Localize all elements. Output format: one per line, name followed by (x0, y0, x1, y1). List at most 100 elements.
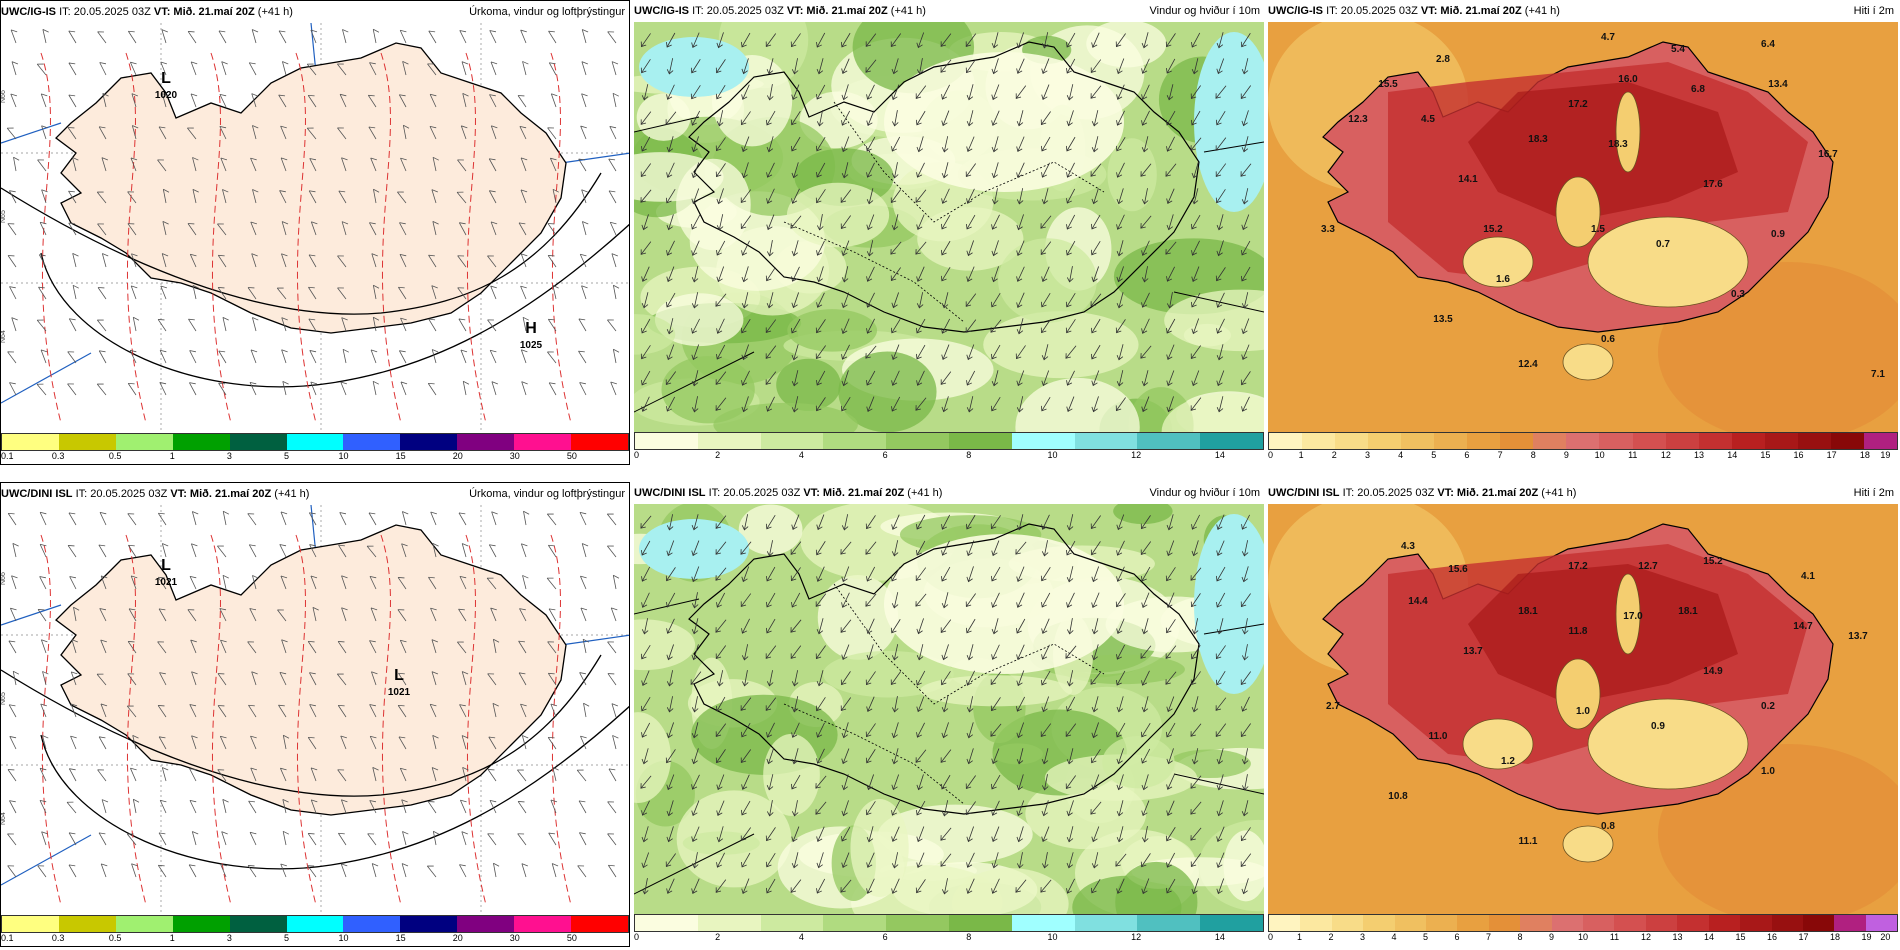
model-name: UWC/DINI ISL (1268, 487, 1340, 499)
legend-swatch (1698, 433, 1732, 449)
map-svg: L 1020 H 1025 N66 N65 N64 (1, 23, 629, 433)
legend-tick-label: 15 (395, 451, 406, 461)
temperature-value-label: 15.5 (1378, 79, 1398, 90)
legend-tick-label: 9 (1563, 450, 1569, 460)
legend-swatch (343, 916, 401, 932)
legend-tick-label: 3 (226, 933, 232, 943)
legend-swatch (571, 434, 628, 450)
legend-swatch (1137, 433, 1201, 449)
temperature-value-label: 0.8 (1601, 821, 1615, 832)
legend-tick-label: 2 (1331, 450, 1337, 460)
panel-header: UWC/DINI ISL IT: 20.05.2025 03Z VT: Mið.… (1268, 482, 1898, 504)
legend-swatch (115, 434, 173, 450)
legend-swatch (635, 915, 698, 931)
temperature-value-label: 15.2 (1483, 224, 1503, 235)
temperature-value-label: 6.4 (1761, 39, 1775, 50)
temperature-value-label: 16.7 (1818, 149, 1838, 160)
legend-swatch (286, 916, 344, 932)
legend-swatch (1797, 433, 1831, 449)
pressure-center-symbol: L (161, 70, 171, 87)
lat-label: N64 (1, 330, 7, 343)
map-area[interactable]: L 1021 L 1021 N66 N65 N64 (1, 505, 629, 915)
legend-swatch (1137, 915, 1201, 931)
map-area[interactable]: 4.3 15.6 17.2 12.7 15.2 4.1 14.4 18.1 11.8 17.0 18… (1268, 504, 1898, 914)
temperature-value-label: 18.3 (1608, 139, 1628, 150)
map-panel-p5: UWC/DINI ISL IT: 20.05.2025 03Z VT: Mið.… (634, 482, 1264, 947)
panel-title: Úrkoma, vindur og loftþrýstingur (469, 488, 625, 500)
legend-tick-label: 50 (566, 451, 577, 461)
temperature-value-label: 0.7 (1656, 239, 1670, 250)
legend-swatch (1488, 915, 1521, 931)
legend-swatch (229, 916, 287, 932)
lead-time: (+41 h) (257, 6, 293, 18)
legend-tick-label: 1 (1298, 450, 1304, 460)
temperature-value-label: 11.0 (1429, 731, 1448, 742)
map-panel-p1: UWC/IG-IS IT: 20.05.2025 03Z VT: Mið. 21… (0, 0, 630, 465)
legend-tick-label: 12 (1131, 450, 1142, 460)
lead-time: (+41 h) (1524, 5, 1560, 17)
legend-tick-label: 3 (1359, 932, 1366, 942)
temperature-value-label: 13.4 (1768, 79, 1788, 90)
legend-swatch (1566, 433, 1600, 449)
legend-swatch (58, 434, 116, 450)
legend-swatch (1200, 433, 1263, 449)
pressure-center-symbol: L (161, 557, 171, 574)
temperature-value-label: 7.1 (1871, 369, 1885, 380)
legend-swatch (1434, 433, 1468, 449)
legend-swatch (1731, 433, 1765, 449)
lat-label: N64 (1, 812, 7, 825)
legend-tick-label: 1 (169, 451, 175, 461)
map-area[interactable]: 4.7 5.4 6.4 2.8 15.5 16.0 6.8 13.4 12.3 4.5 17.2 18… (1268, 22, 1898, 432)
legend-tick-label: 13 (1672, 932, 1683, 942)
map-svg (634, 504, 1264, 914)
legend-swatch (1834, 915, 1866, 931)
legend-swatch (1335, 433, 1369, 449)
map-area[interactable]: L 1020 H 1025 N66 N65 N64 (1, 23, 629, 433)
pressure-value-label: 1021 (388, 687, 411, 698)
legend-tick-label: 15 (395, 933, 406, 943)
legend-swatch (697, 915, 761, 931)
pressure-value-label: 1020 (155, 90, 178, 101)
temperature-value-label: 2.7 (1326, 701, 1340, 712)
map-svg (634, 22, 1264, 432)
lead-time: (+41 h) (907, 487, 943, 499)
legend-swatch (1520, 915, 1552, 931)
legend-swatch (286, 434, 344, 450)
legend-tick-label: 11 (1628, 450, 1638, 460)
legend-swatch (1665, 433, 1699, 449)
legend-tick-label: 14 (1727, 450, 1738, 460)
legend-tick-label: 8 (966, 932, 972, 942)
legend-tick-label: 6 (882, 450, 888, 460)
legend-swatch (1269, 433, 1303, 449)
legend-tick-label: 3 (1364, 450, 1370, 460)
legend-swatch (1533, 433, 1567, 449)
legend-swatch (635, 433, 698, 449)
pressure-center-symbol: H (525, 320, 537, 337)
legend-tick-label: 12 (1660, 450, 1671, 460)
model-name: UWC/DINI ISL (1, 488, 73, 500)
legend-tick-label: 18 (1859, 450, 1870, 460)
iceland-outline (55, 42, 567, 334)
legend-tick-label: 4 (1398, 450, 1404, 460)
model-name: UWC/IG-IS (1268, 5, 1323, 17)
temperature-value-label: 0.2 (1761, 701, 1775, 712)
legend-swatch (514, 916, 572, 932)
legend-tick-label: 0.1 (1, 451, 14, 461)
temperature-value-label: 4.5 (1421, 114, 1435, 125)
map-area[interactable] (634, 504, 1264, 914)
map-panel-p4: UWC/DINI ISL IT: 20.05.2025 03Z VT: Mið.… (0, 482, 630, 947)
legend-tick-label: 18 (1829, 932, 1841, 942)
legend-swatch (1802, 915, 1835, 931)
legend-tick-label: 3 (226, 451, 232, 461)
map-area[interactable] (634, 22, 1264, 432)
temperature-value-label: 14.1 (1458, 174, 1478, 185)
legend-swatch (1200, 915, 1263, 931)
legend-swatch (1363, 915, 1395, 931)
legend-swatch (1599, 433, 1633, 449)
legend-tick-label: 10 (338, 451, 349, 461)
legend-tick-label: 50 (566, 933, 577, 943)
temperature-value-label: 11.8 (1569, 626, 1588, 637)
legend-swatch (1583, 915, 1615, 931)
panel-title: Hiti í 2m (1853, 5, 1894, 17)
map-svg: 4.7 5.4 6.4 2.8 15.5 16.0 6.8 13.4 12.3 4.5 17.2 18… (1268, 22, 1898, 432)
